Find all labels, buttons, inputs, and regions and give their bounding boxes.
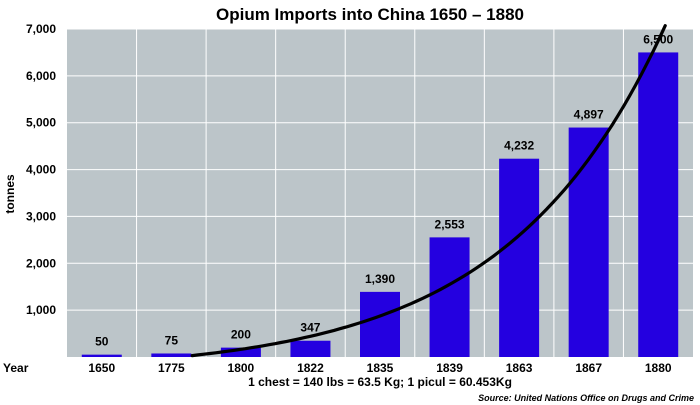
y-tick-3000: 3,000 <box>26 209 56 223</box>
x-tick-1775: 1775 <box>158 361 185 375</box>
bar-1650 <box>81 354 122 357</box>
data-label-1775: 75 <box>165 333 179 347</box>
unit-note: 1 chest = 140 lbs = 63.5 Kg; 1 picul = 6… <box>248 375 512 389</box>
y-tick-7000: 7,000 <box>26 22 56 36</box>
data-label-1800: 200 <box>231 328 251 342</box>
y-tick-2000: 2,000 <box>26 256 56 270</box>
x-tick-1835: 1835 <box>367 361 394 375</box>
data-label-1822: 347 <box>300 321 320 335</box>
x-tick-1800: 1800 <box>228 361 255 375</box>
y-tick-labels: 1,000 2,000 3,000 4,000 5,000 6,000 7,000 <box>26 22 56 317</box>
y-tick-1000: 1,000 <box>26 303 56 317</box>
x-tick-1867: 1867 <box>575 361 602 375</box>
bar-1775 <box>151 353 192 357</box>
bar-1822 <box>290 340 331 357</box>
data-label-1839: 2,553 <box>435 217 465 231</box>
x-tick-1863: 1863 <box>506 361 533 375</box>
data-label-1863: 4,232 <box>504 139 534 153</box>
data-label-1867: 4,897 <box>574 108 604 122</box>
x-axis-label: Year <box>3 361 29 375</box>
bar-1867 <box>568 127 609 357</box>
bar-1835 <box>360 291 400 357</box>
bar-1863 <box>499 158 540 357</box>
x-tick-labels: 1650 1775 1800 1822 1835 1839 1863 1867 1880 <box>88 361 671 375</box>
trend-line <box>190 24 667 358</box>
x-tick-1822: 1822 <box>297 361 324 375</box>
data-label-1835: 1,390 <box>365 272 395 286</box>
data-label-1650: 50 <box>95 335 109 349</box>
x-tick-1880: 1880 <box>645 361 672 375</box>
chart-title: Opium Imports into China 1650 – 1880 <box>216 5 524 24</box>
y-tick-5000: 5,000 <box>26 116 56 130</box>
x-tick-1839: 1839 <box>436 361 463 375</box>
y-axis-label: tonnes <box>3 174 17 214</box>
bars <box>81 52 679 358</box>
bar-1839 <box>429 237 470 357</box>
x-tick-1650: 1650 <box>88 361 115 375</box>
bar-1880 <box>638 52 679 358</box>
source-note: Source: United Nations Office on Drugs a… <box>478 393 694 403</box>
y-tick-4000: 4,000 <box>26 163 56 177</box>
y-tick-6000: 6,000 <box>26 69 56 83</box>
bar-1800 <box>220 347 261 357</box>
